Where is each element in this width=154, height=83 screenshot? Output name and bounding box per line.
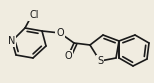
Text: O: O [64,51,72,61]
Text: S: S [97,56,103,66]
Text: Cl: Cl [29,10,39,20]
Text: N: N [8,36,16,46]
Text: O: O [56,28,64,38]
